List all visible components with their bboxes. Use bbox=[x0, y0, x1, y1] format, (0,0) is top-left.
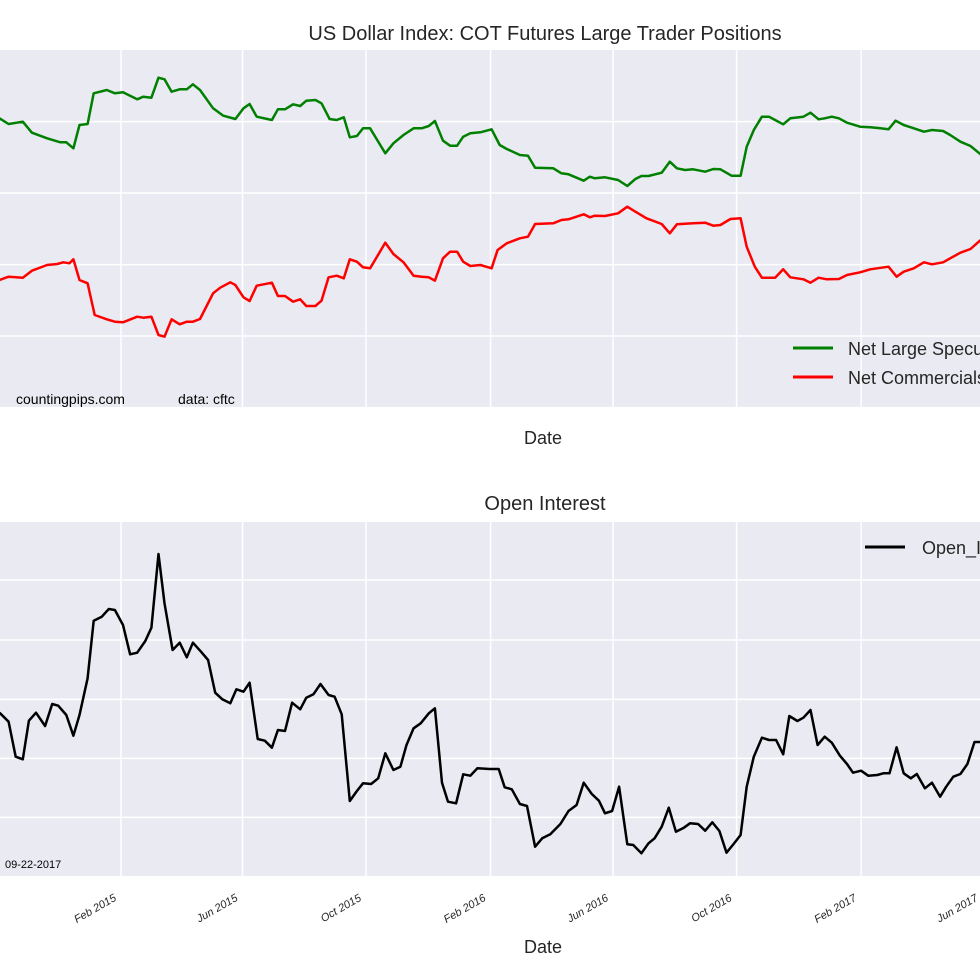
series-line-net-commercials bbox=[0, 205, 980, 338]
x-tick-label: Feb 2015 bbox=[72, 892, 119, 926]
bottom-x-axis-label: Date bbox=[524, 937, 562, 957]
x-tick-label: Oct 2016 bbox=[689, 892, 734, 925]
bottom-series bbox=[0, 552, 980, 855]
x-tick-label: Jun 2015 bbox=[194, 892, 241, 926]
bottom-chart-title: Open Interest bbox=[484, 493, 606, 515]
legend-spec-label: Net Large Speculators bbox=[848, 339, 980, 359]
x-tick-label: Oct 2015 bbox=[319, 892, 364, 925]
x-tick-label: Feb 2016 bbox=[442, 892, 489, 926]
series-line-net-large-speculators bbox=[0, 76, 980, 188]
top-series bbox=[0, 76, 980, 338]
x-tick-label: Jun 2016 bbox=[565, 892, 612, 926]
x-tick-labels: Feb 2015 Jun 2015 Oct 2015 Feb 2016 Jun 2016… bbox=[72, 892, 980, 926]
x-tick-label: Jun 2017 bbox=[934, 892, 980, 926]
source-data-annotation: data: cftc bbox=[178, 391, 235, 407]
x-tick-label: Feb 2017 bbox=[812, 892, 859, 926]
top-legend: Net Large Speculators Net Commercials bbox=[793, 339, 980, 388]
top-x-axis-label: Date bbox=[524, 428, 562, 448]
bottom-legend: Open_Interest bbox=[865, 538, 980, 559]
bottom-gridlines bbox=[0, 522, 980, 876]
top-chart-title: US Dollar Index: COT Futures Large Trade… bbox=[308, 23, 781, 45]
legend-comm-label: Net Commercials bbox=[848, 368, 980, 388]
source-site-annotation: countingpips.com bbox=[16, 391, 125, 407]
series-line-open-interest bbox=[0, 552, 980, 855]
date-stamp: 09-22-2017 bbox=[5, 859, 61, 871]
legend-oi-label: Open_Interest bbox=[922, 538, 980, 559]
